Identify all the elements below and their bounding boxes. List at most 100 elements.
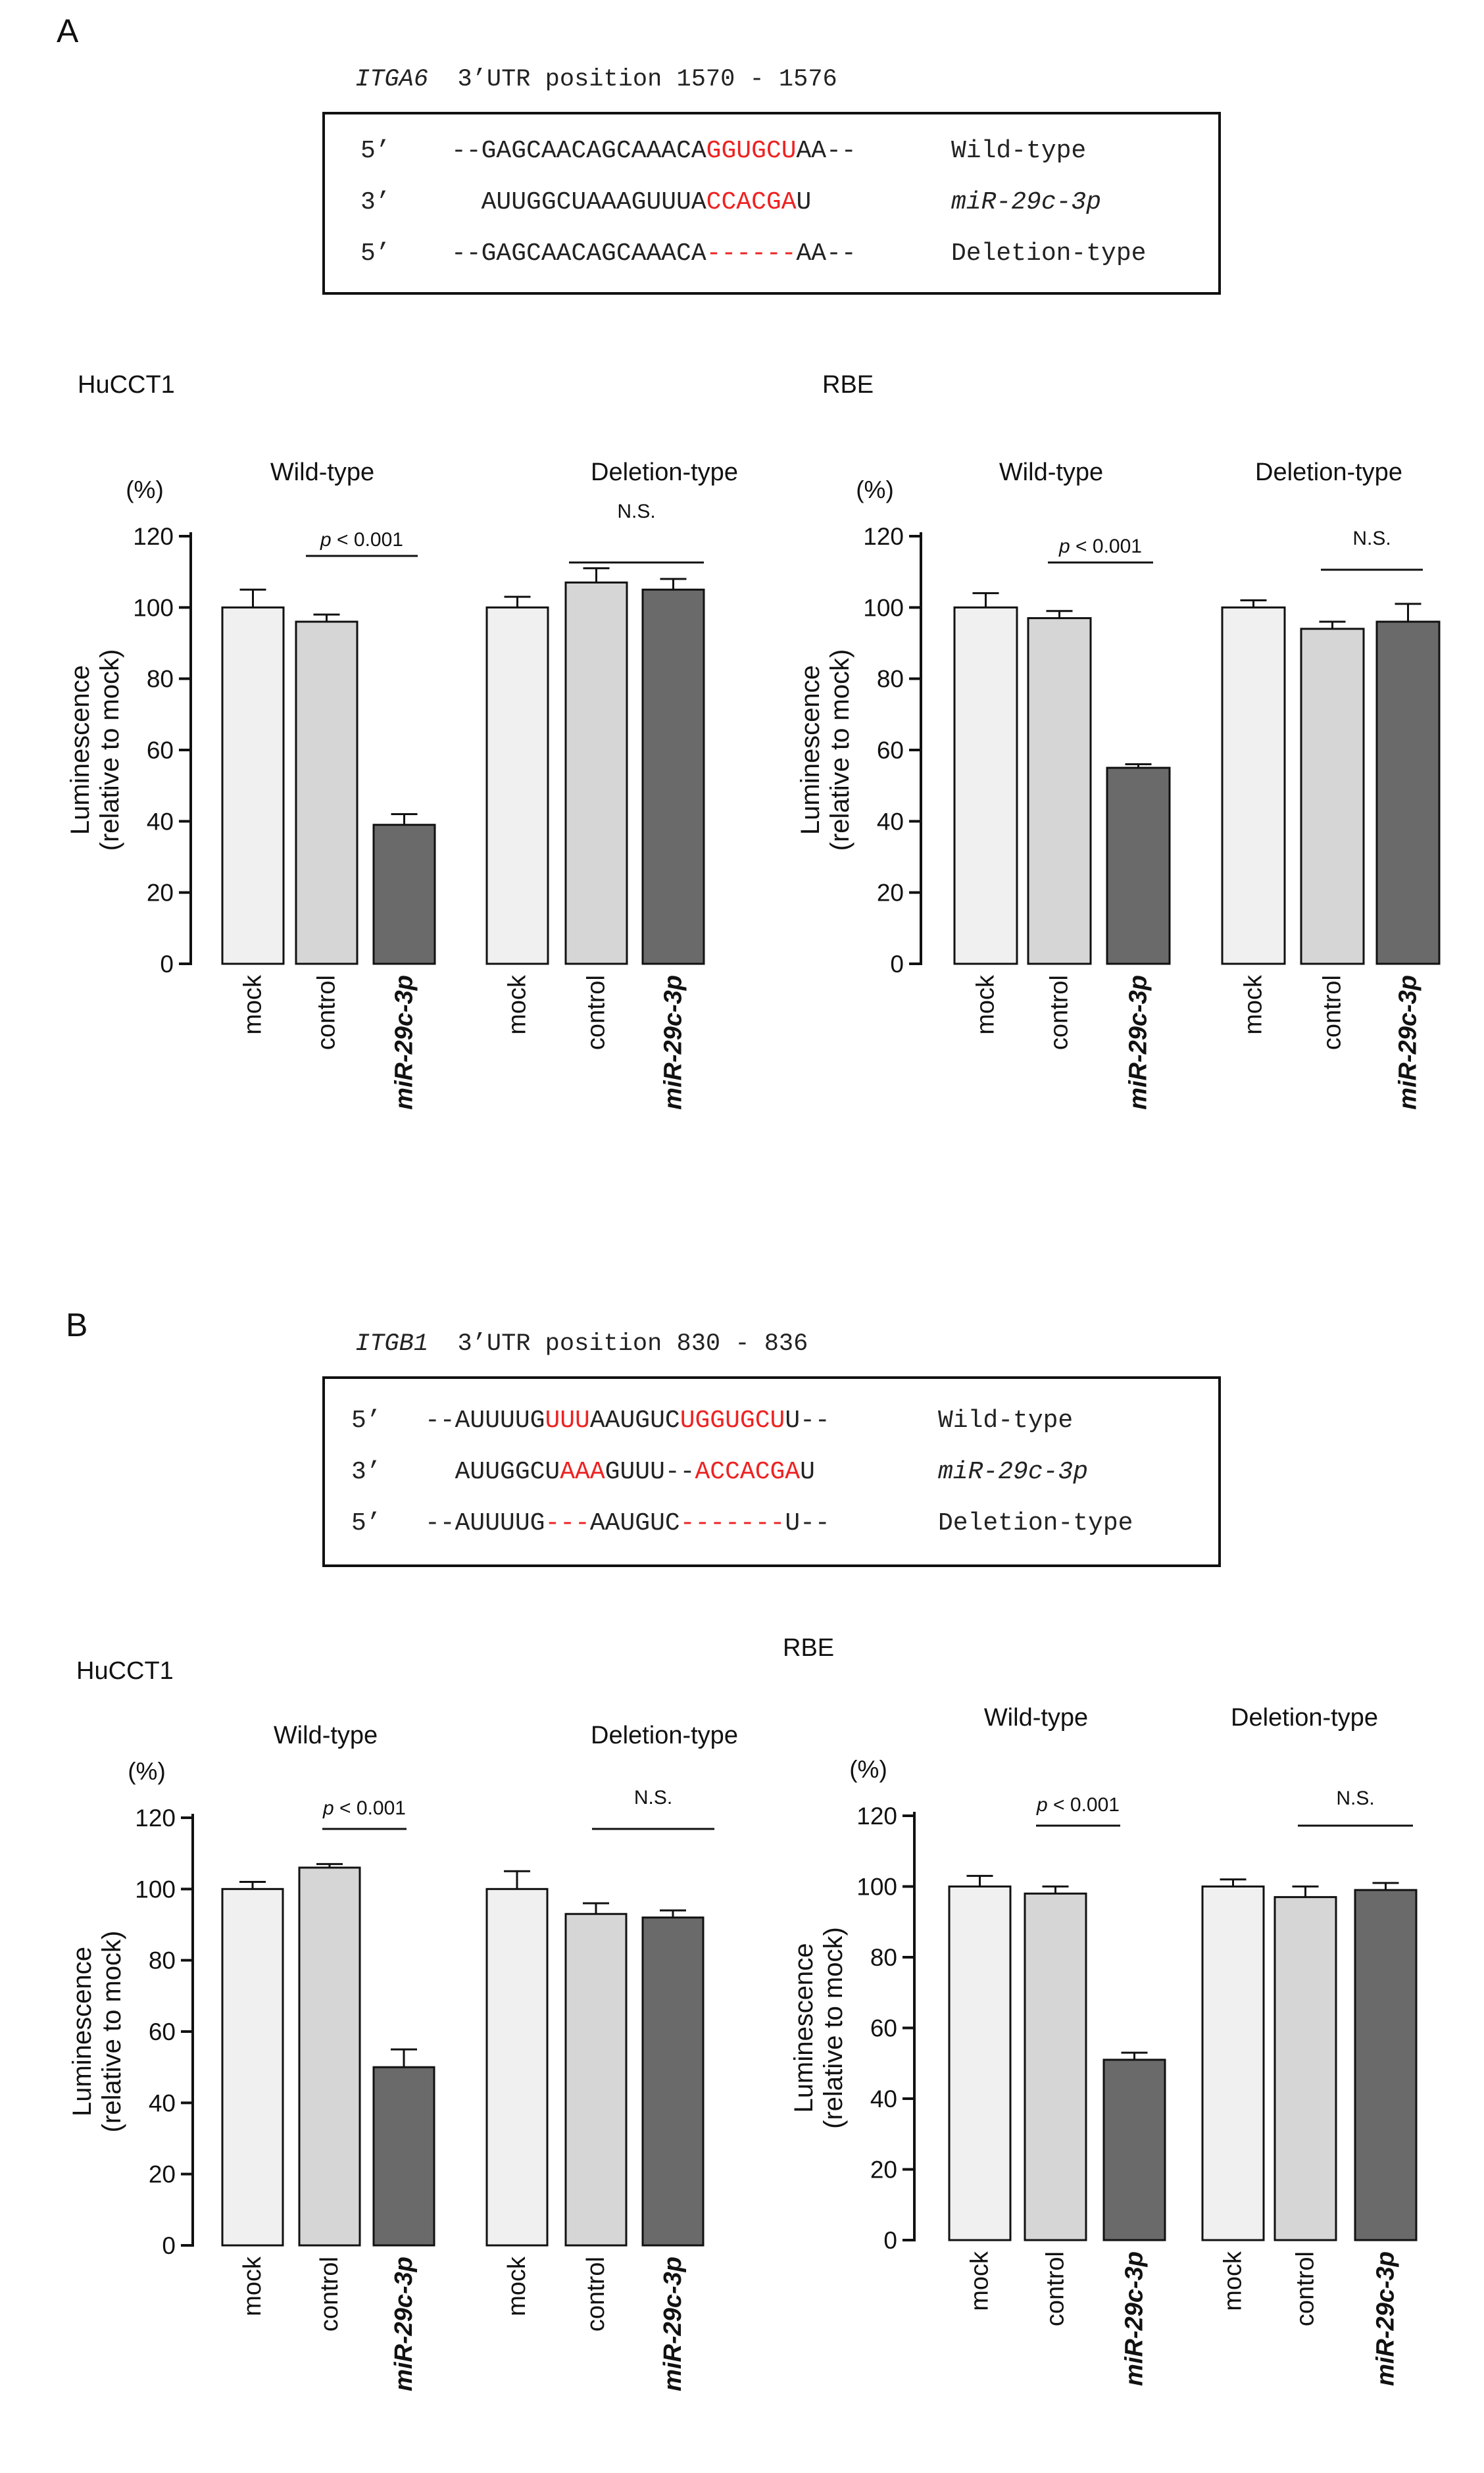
chart-b-hucct1: HuCCT1 Wild-type Deletion-type 0 20 40 60 80 100…	[68, 1657, 738, 2391]
bar-control	[1274, 1896, 1337, 2241]
y-tick-label: 100	[133, 594, 174, 621]
y-tick-label: 100	[856, 1874, 897, 1901]
significance-label: N.S.	[634, 1787, 672, 1809]
significance-label: N.S.	[1352, 528, 1391, 549]
category-label: control	[313, 975, 341, 1050]
y-tick-label: 60	[877, 737, 904, 764]
sequence-segment: AA--	[796, 239, 856, 268]
strand-prime-label: 5’	[351, 1509, 382, 1537]
seed-segment: ------	[706, 239, 797, 268]
bar-mock	[1221, 606, 1286, 965]
utr-position: 3’UTR position 1570 - 1576	[457, 66, 837, 93]
significance-text: N.S.	[634, 1787, 672, 1809]
bar-mir-29c-3p	[1102, 2059, 1166, 2241]
seed-segment: -------	[680, 1509, 785, 1537]
category-label: miR-29c-3p	[1121, 2251, 1149, 2386]
y-tick-label: 120	[863, 523, 904, 550]
bar-mock	[485, 606, 549, 965]
sequence-segment: AA--	[796, 137, 856, 165]
p-symbol: p	[1058, 536, 1070, 557]
sequence-row-label: miR-29c-3p	[951, 188, 1102, 216]
sequence-segment: AUUGGCUAAAGUUUA	[451, 188, 706, 216]
cell-line-label: HuCCT1	[76, 1657, 174, 1685]
panel-letter-b: B	[66, 1307, 88, 1343]
chart-a-rbe: RBE Wild-type Deletion-type 0 20 40 60 80 100 120…	[796, 371, 1441, 1110]
category-label: mock	[239, 974, 267, 1035]
sequence-segment: --GAGCAACAGCAAACA	[451, 137, 706, 165]
p-symbol: p	[320, 529, 332, 551]
sequence-segment: U	[796, 188, 812, 216]
gene-name: ITGB1	[355, 1330, 429, 1358]
category-label: mock	[1240, 974, 1268, 1035]
y-tick-label: 20	[149, 2161, 176, 2188]
significance-label: N.S.	[617, 501, 655, 522]
bar-mir-29c-3p	[372, 2066, 435, 2247]
seed-segment: ---	[545, 1509, 590, 1537]
y-tick-label: 0	[890, 951, 904, 978]
y-tick-label: 100	[135, 1876, 176, 1903]
y-axis-label: Luminescence	[68, 1947, 97, 2116]
chart-a-hucct1: HuCCT1 Wild-type Deletion-type 0 20 40 60 80 100…	[66, 371, 738, 1110]
y-tick-label: 80	[877, 666, 904, 693]
category-label: miR-29c-3p	[391, 975, 418, 1110]
group-label: Wild-type	[270, 459, 374, 486]
category-label: miR-29c-3p	[390, 2257, 418, 2391]
y-tick-label: 100	[863, 594, 904, 621]
group-label: Deletion-type	[1231, 1704, 1378, 1732]
y-tick-label: 120	[133, 523, 174, 550]
y-tick-label: 20	[877, 880, 904, 907]
sequence-segment: --AUUUUG	[425, 1407, 545, 1435]
y-tick-label: 60	[149, 2018, 176, 2045]
y-unit-label: (%)	[126, 476, 164, 503]
category-label: miR-29c-3p	[660, 975, 687, 1110]
utr-position: 3’UTR position 830 - 836	[457, 1330, 808, 1358]
p-symbol: p	[1036, 1794, 1048, 1816]
sequence-line: --AUUUUG---AAUGUC-------U--	[425, 1509, 830, 1537]
bar-mir-29c-3p	[1375, 620, 1441, 965]
bar-control	[1024, 1892, 1087, 2241]
bar-mock	[1201, 1886, 1265, 2241]
cell-line-label: HuCCT1	[78, 371, 175, 399]
y-axis-label: Luminescence	[789, 1943, 818, 2113]
category-label: miR-29c-3p	[1372, 2251, 1400, 2386]
y-axis-sublabel: (relative to mock)	[95, 649, 124, 851]
y-tick-label: 120	[856, 1803, 897, 1830]
category-label: control	[1292, 2251, 1320, 2326]
category-label: control	[582, 2257, 610, 2332]
sequence-segment: --AUUUUG	[425, 1509, 545, 1537]
significance-label: p < 0.001	[320, 529, 403, 551]
group-label: Wild-type	[274, 1722, 378, 1749]
significance-text: N.S.	[1352, 528, 1391, 549]
bar-control	[295, 620, 359, 965]
sequence-line: AUUGGCUAAAGUUU--ACCACGAU	[425, 1458, 815, 1486]
panel-letter-a: A	[57, 12, 79, 49]
sequence-line: --AUUUUGUUUAAUGUCUGGUGCUU--	[425, 1407, 830, 1435]
category-label: miR-29c-3p	[1125, 975, 1152, 1110]
category-label: control	[316, 2257, 343, 2332]
sequence-segment: GUUU--	[605, 1458, 695, 1486]
significance-text: < 0.001	[332, 529, 403, 551]
strand-prime-label: 5’	[360, 239, 391, 268]
significance-label: p < 0.001	[322, 1797, 406, 1819]
y-tick-label: 20	[870, 2157, 897, 2184]
y-tick-label: 120	[135, 1805, 176, 1832]
sequence-segment: U	[800, 1458, 815, 1486]
bar-mir-29c-3p	[1354, 1889, 1418, 2241]
bar-control	[298, 1866, 361, 2247]
cell-line-label: RBE	[783, 1634, 834, 1662]
sequence-box-b	[322, 1376, 1221, 1567]
group-label: Deletion-type	[591, 459, 738, 486]
category-label: control	[1319, 975, 1347, 1050]
sequence-segment: U--	[785, 1509, 830, 1537]
y-unit-label: (%)	[128, 1758, 166, 1785]
sequence-segment: --GAGCAACAGCAAACA	[451, 239, 706, 268]
strand-prime-label: 5’	[360, 137, 391, 165]
y-axis-sublabel: (relative to mock)	[97, 1931, 126, 2133]
y-tick-label: 40	[877, 808, 904, 835]
bar-mir-29c-3p	[641, 588, 705, 965]
category-label: mock	[239, 2256, 266, 2316]
seed-segment: CCACGA	[706, 188, 797, 216]
seed-segment: GGUGCU	[706, 137, 797, 165]
sequence-title-b: ITGB1 3’UTR position 830 - 836	[355, 1330, 808, 1358]
category-label: miR-29c-3p	[1395, 975, 1422, 1110]
